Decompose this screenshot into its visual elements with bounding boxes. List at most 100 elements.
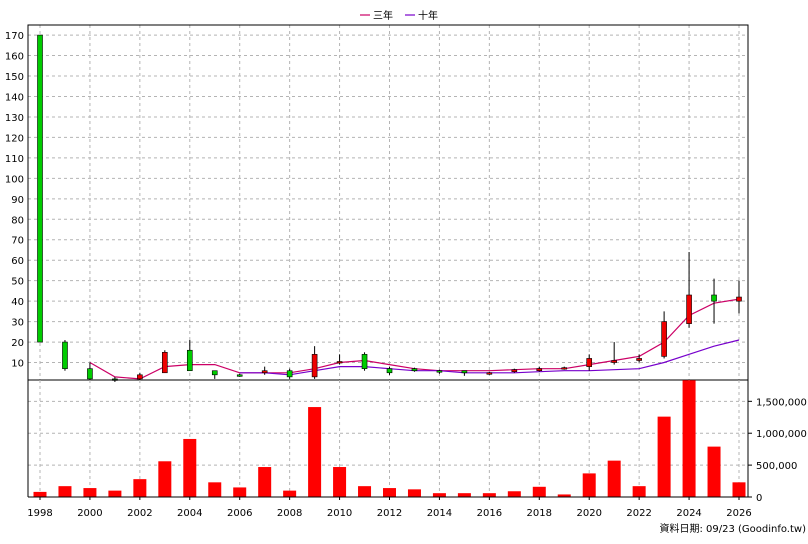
price-y-tick-label: 150 — [5, 72, 24, 83]
volume-bar — [33, 491, 47, 497]
candle-body — [661, 321, 667, 357]
volume-bar — [108, 490, 122, 497]
price-y-tick-label: 120 — [5, 133, 24, 144]
candle — [162, 350, 168, 374]
x-tick-label: 2020 — [576, 508, 601, 519]
price-y-tick-label: 50 — [11, 277, 24, 288]
candle — [486, 371, 493, 375]
candle — [436, 369, 443, 374]
volume-y-tick-label: 0 — [756, 493, 762, 504]
footer-note: 資料日期: 09/23 (Goodinfo.tw) — [659, 522, 806, 535]
candle — [686, 252, 692, 328]
x-tick-label: 2018 — [527, 508, 552, 519]
volume-bar — [607, 460, 621, 497]
volume-bar — [407, 489, 421, 497]
candle — [87, 362, 93, 381]
price-y-tick-label: 130 — [5, 113, 24, 124]
x-axis: 1998 2000 2002 2004 2006 2008 2010 2012 2014 2016… — [27, 497, 752, 519]
candle — [611, 342, 617, 365]
x-tick-label: 2002 — [127, 508, 152, 519]
legend: 三年 十年 — [360, 9, 438, 22]
x-tick-label: 2026 — [726, 508, 751, 519]
candle — [361, 352, 368, 371]
candle — [336, 354, 343, 365]
candle-body — [361, 354, 368, 369]
candle-body — [286, 370, 293, 378]
candle-body — [87, 368, 93, 380]
candle-body — [186, 349, 193, 372]
legend-label-10y: 十年 — [418, 9, 438, 22]
x-tick-label: 2000 — [77, 508, 102, 519]
candle-body — [236, 374, 243, 377]
candle-body — [261, 370, 268, 374]
volume-bar — [432, 493, 446, 497]
volume-y-tick-label: 1,000,000 — [756, 429, 807, 440]
candle-body — [686, 294, 692, 324]
volume-bar — [333, 467, 347, 497]
price-y-tick-label: 80 — [11, 215, 24, 226]
price-y-tick-label: 100 — [5, 174, 24, 185]
candle-body — [311, 354, 318, 378]
volume-bar — [457, 493, 471, 497]
price-y-tick-label: 30 — [11, 318, 24, 329]
candle — [386, 366, 393, 375]
price-panel: 10 20 30 40 50 60 70 80 90 100 110 120 130 140 150 160 1… — [5, 24, 749, 382]
x-tick-label: 2010 — [327, 508, 352, 519]
candle-body — [461, 370, 468, 374]
x-tick-label: 2012 — [377, 508, 402, 519]
legend-label-3y: 三年 — [373, 9, 393, 22]
volume-bar — [233, 487, 247, 497]
candle-body — [611, 360, 617, 363]
volume-bar — [183, 438, 197, 497]
x-tick-label: 2004 — [177, 508, 202, 519]
x-tick-label: 2024 — [676, 508, 701, 519]
x-tick-label: 2022 — [626, 508, 651, 519]
volume-bar — [158, 461, 172, 497]
price-y-tick-label: 10 — [11, 359, 24, 370]
volume-bar — [358, 486, 372, 497]
volume-bar — [258, 467, 272, 497]
volume-bar — [133, 479, 147, 497]
candle-body — [411, 368, 418, 372]
candle-body — [211, 370, 218, 376]
candle — [661, 311, 667, 359]
volume-bar — [482, 493, 496, 497]
candle — [37, 34, 43, 343]
candle-body — [137, 374, 143, 380]
volume-y-tick-label: 1,500,000 — [756, 397, 807, 408]
candle — [186, 340, 193, 372]
volume-bar — [707, 446, 721, 497]
price-y-tick-label: 170 — [5, 31, 24, 42]
candle-body — [636, 358, 642, 361]
price-y-tick-label: 70 — [11, 236, 24, 247]
volume-panel: 0 500,000 1,000,000 1,500,000 — [27, 380, 807, 504]
candle-body — [736, 296, 742, 302]
volume-bar — [532, 486, 546, 497]
candle-body — [511, 369, 518, 373]
volume-bar — [507, 491, 521, 497]
candle-body — [62, 341, 68, 369]
price-y-tick-label: 60 — [11, 256, 24, 267]
candle-body — [37, 34, 43, 343]
price-panel-frame — [27, 24, 749, 381]
volume-bar — [283, 490, 297, 497]
candle — [62, 340, 68, 371]
volume-bar — [208, 482, 222, 497]
candle — [711, 278, 717, 324]
volume-bar — [632, 486, 646, 497]
candle-body — [536, 368, 543, 372]
candle — [211, 370, 218, 379]
candle — [411, 367, 418, 372]
volume-bar — [557, 494, 571, 497]
price-y-tick-label: 160 — [5, 52, 24, 63]
volume-y-tick-label: 500,000 — [756, 461, 797, 472]
volume-bar — [582, 473, 596, 497]
candle — [561, 366, 568, 370]
x-tick-label: 2008 — [277, 508, 302, 519]
volume-bar — [657, 416, 671, 497]
candle-body — [586, 358, 593, 367]
candle — [461, 370, 468, 376]
candle — [636, 354, 642, 363]
candle-body — [386, 368, 393, 374]
